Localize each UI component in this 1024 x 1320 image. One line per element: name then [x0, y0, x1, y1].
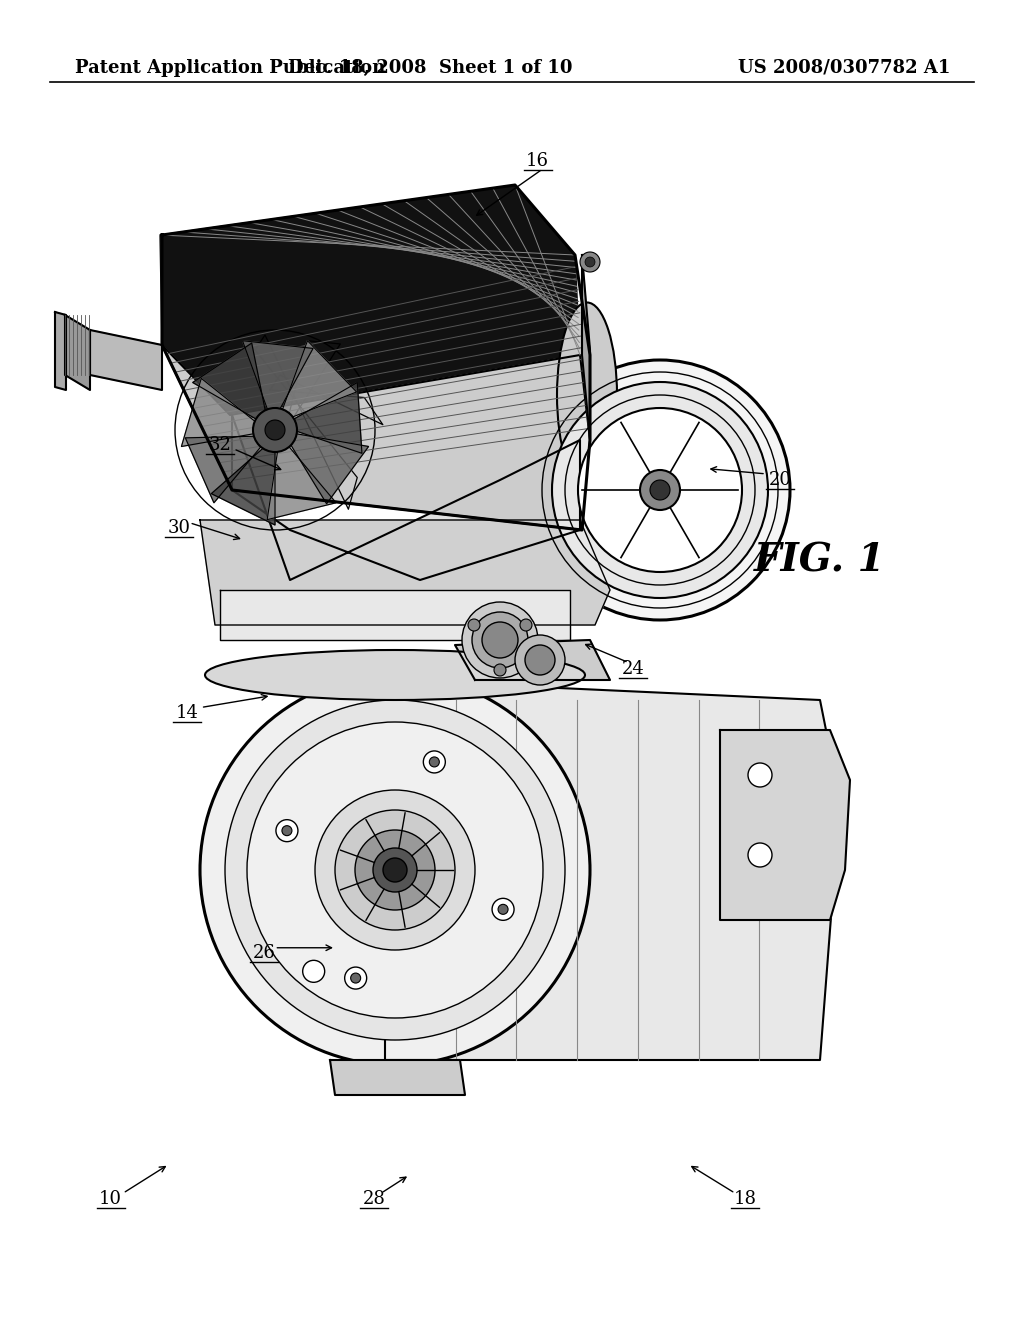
- Circle shape: [335, 810, 455, 931]
- Text: Patent Application Publication: Patent Application Publication: [75, 59, 385, 77]
- Text: 30: 30: [168, 519, 190, 537]
- Circle shape: [552, 381, 768, 598]
- Polygon shape: [582, 255, 590, 440]
- Circle shape: [423, 751, 445, 774]
- Circle shape: [748, 763, 772, 787]
- Circle shape: [303, 961, 325, 982]
- Polygon shape: [162, 345, 590, 531]
- Circle shape: [498, 904, 508, 915]
- Text: Dec. 18, 2008  Sheet 1 of 10: Dec. 18, 2008 Sheet 1 of 10: [288, 59, 572, 77]
- Circle shape: [247, 722, 543, 1018]
- Polygon shape: [255, 335, 357, 510]
- Circle shape: [530, 360, 790, 620]
- Polygon shape: [720, 730, 850, 920]
- Circle shape: [585, 257, 595, 267]
- Polygon shape: [330, 1060, 465, 1096]
- Circle shape: [275, 820, 298, 842]
- Circle shape: [494, 664, 506, 676]
- Circle shape: [200, 675, 590, 1065]
- Text: 26: 26: [253, 944, 275, 962]
- Circle shape: [580, 252, 600, 272]
- Text: 10: 10: [99, 1189, 122, 1208]
- Circle shape: [650, 480, 670, 500]
- Circle shape: [472, 612, 528, 668]
- Polygon shape: [455, 640, 610, 680]
- Circle shape: [525, 645, 555, 675]
- Circle shape: [345, 968, 367, 989]
- Text: 32: 32: [209, 436, 231, 454]
- Text: 28: 28: [362, 1189, 385, 1208]
- Polygon shape: [232, 414, 580, 579]
- Circle shape: [355, 830, 435, 909]
- Polygon shape: [243, 341, 313, 412]
- Circle shape: [373, 847, 417, 892]
- Circle shape: [468, 619, 480, 631]
- Polygon shape: [285, 341, 340, 430]
- Polygon shape: [270, 375, 383, 425]
- Ellipse shape: [205, 649, 585, 700]
- Circle shape: [748, 843, 772, 867]
- Polygon shape: [385, 680, 840, 1060]
- Text: 24: 24: [622, 660, 644, 678]
- Polygon shape: [283, 341, 356, 418]
- Ellipse shape: [557, 302, 617, 487]
- Circle shape: [640, 470, 680, 510]
- Polygon shape: [65, 315, 90, 389]
- Polygon shape: [90, 330, 162, 389]
- Polygon shape: [193, 343, 266, 418]
- Circle shape: [225, 700, 565, 1040]
- Polygon shape: [55, 312, 66, 389]
- Text: 16: 16: [526, 152, 549, 170]
- Circle shape: [493, 899, 514, 920]
- Polygon shape: [185, 436, 261, 503]
- Polygon shape: [211, 446, 275, 525]
- Text: 20: 20: [769, 471, 792, 490]
- Polygon shape: [289, 434, 369, 504]
- Circle shape: [265, 420, 285, 440]
- Circle shape: [515, 635, 565, 685]
- Text: 14: 14: [176, 704, 199, 722]
- Circle shape: [315, 789, 475, 950]
- Circle shape: [282, 826, 292, 836]
- Circle shape: [429, 756, 439, 767]
- Polygon shape: [160, 185, 580, 414]
- Polygon shape: [267, 447, 336, 520]
- Polygon shape: [200, 520, 610, 624]
- Polygon shape: [181, 379, 258, 446]
- Circle shape: [383, 858, 407, 882]
- Circle shape: [578, 408, 742, 572]
- Circle shape: [253, 408, 297, 451]
- Circle shape: [520, 619, 532, 631]
- Text: US 2008/0307782 A1: US 2008/0307782 A1: [737, 59, 950, 77]
- Circle shape: [482, 622, 518, 657]
- Polygon shape: [293, 383, 361, 453]
- Text: FIG. 1: FIG. 1: [755, 541, 886, 579]
- Text: 18: 18: [734, 1189, 757, 1208]
- Circle shape: [350, 973, 360, 983]
- Circle shape: [462, 602, 538, 678]
- Polygon shape: [220, 590, 570, 640]
